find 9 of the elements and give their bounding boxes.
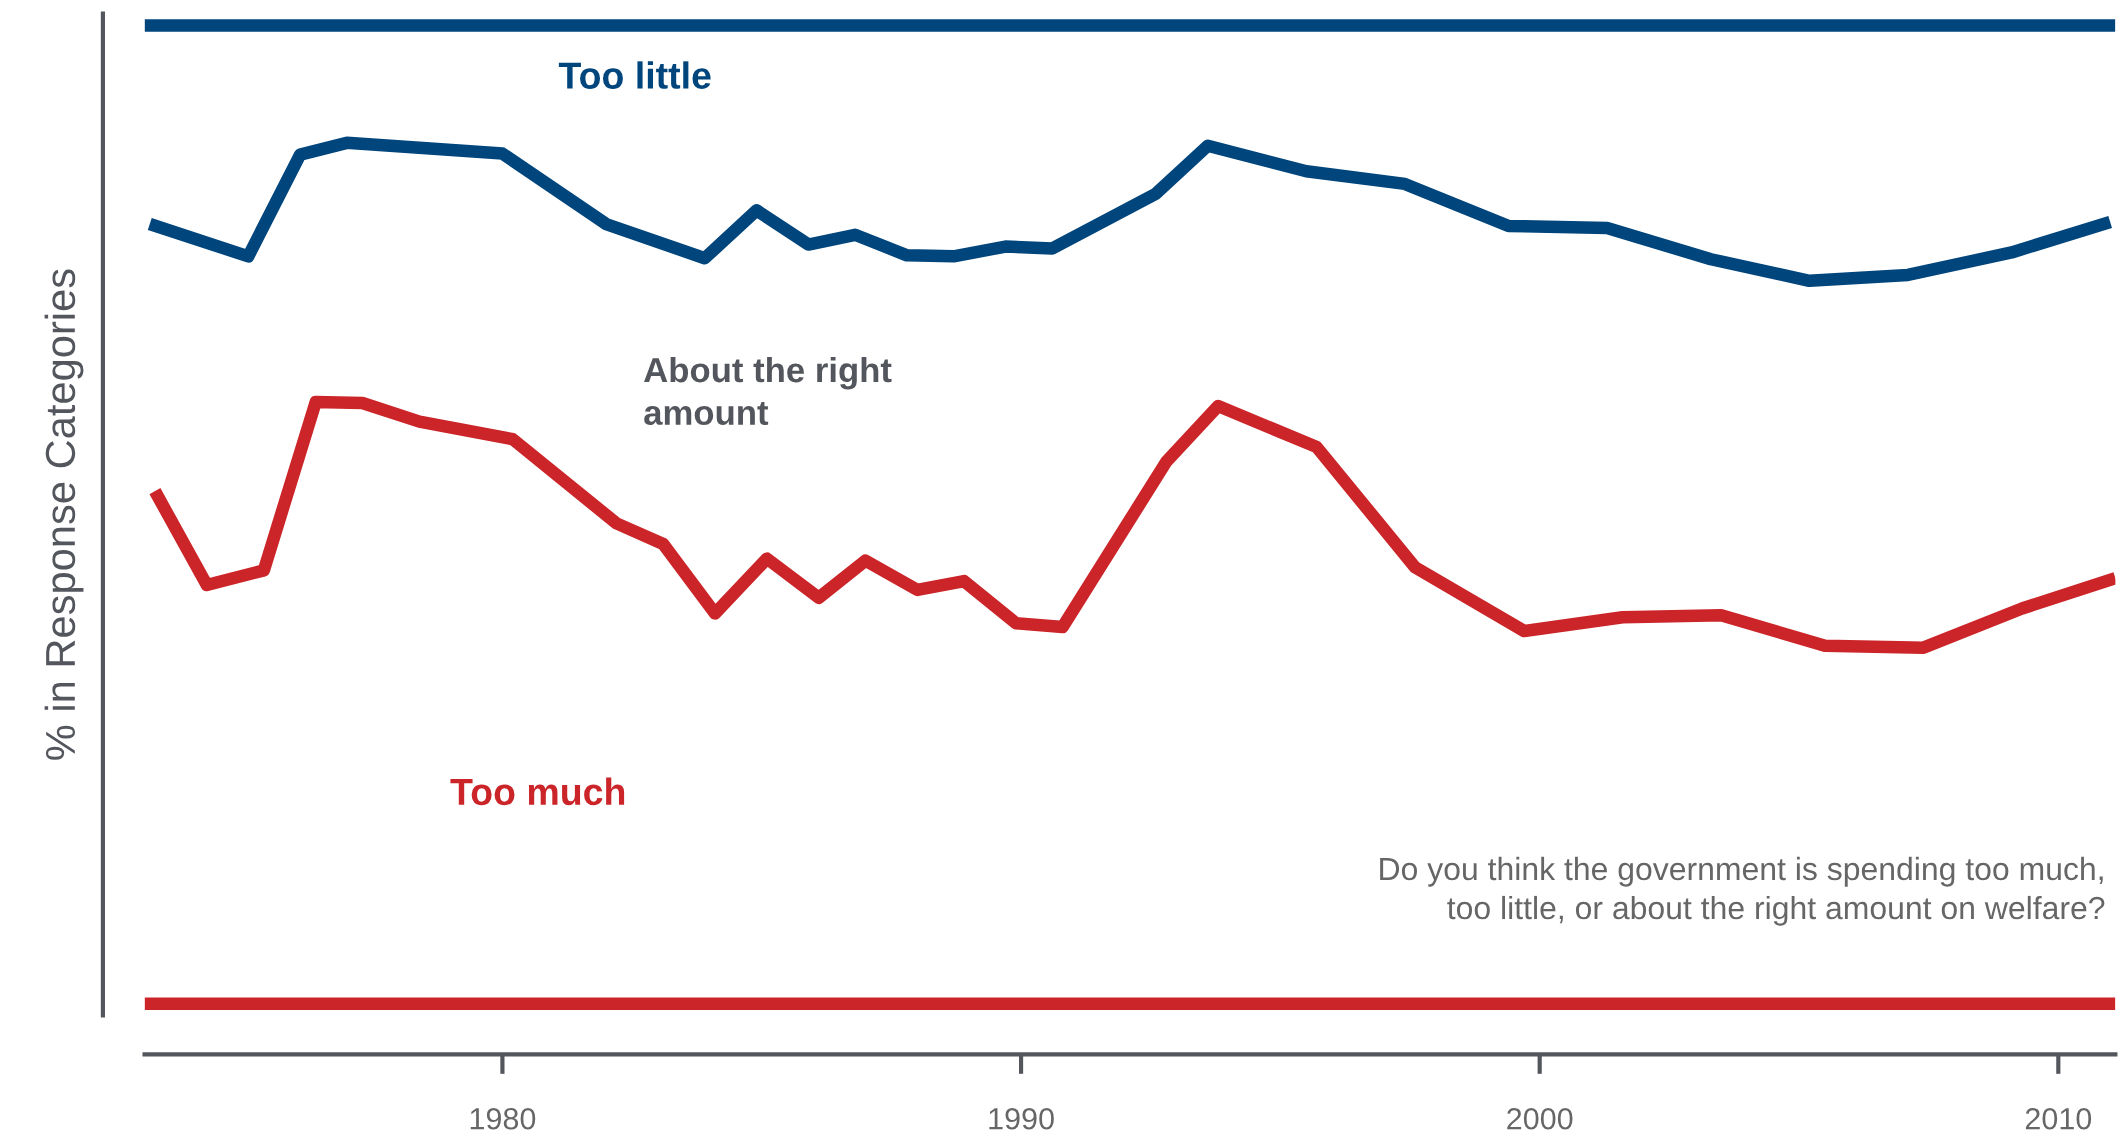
x-tick-label: 1990 bbox=[989, 1107, 1054, 1130]
annotation: Too little bbox=[558, 61, 711, 89]
x-tick-label: 2000 bbox=[1507, 1107, 1573, 1130]
x-tick-label: 2010 bbox=[2025, 1107, 2092, 1130]
y-axis-title: % in Response Categories bbox=[44, 269, 84, 760]
x-tick-label: 1980 bbox=[470, 1107, 536, 1130]
annotation: Do you think the government is spending too much, too little, or about the right amount on welfare? bbox=[1380, 856, 2105, 926]
annotation: Too much bbox=[450, 777, 625, 806]
annotation: About the right amount bbox=[644, 356, 892, 425]
